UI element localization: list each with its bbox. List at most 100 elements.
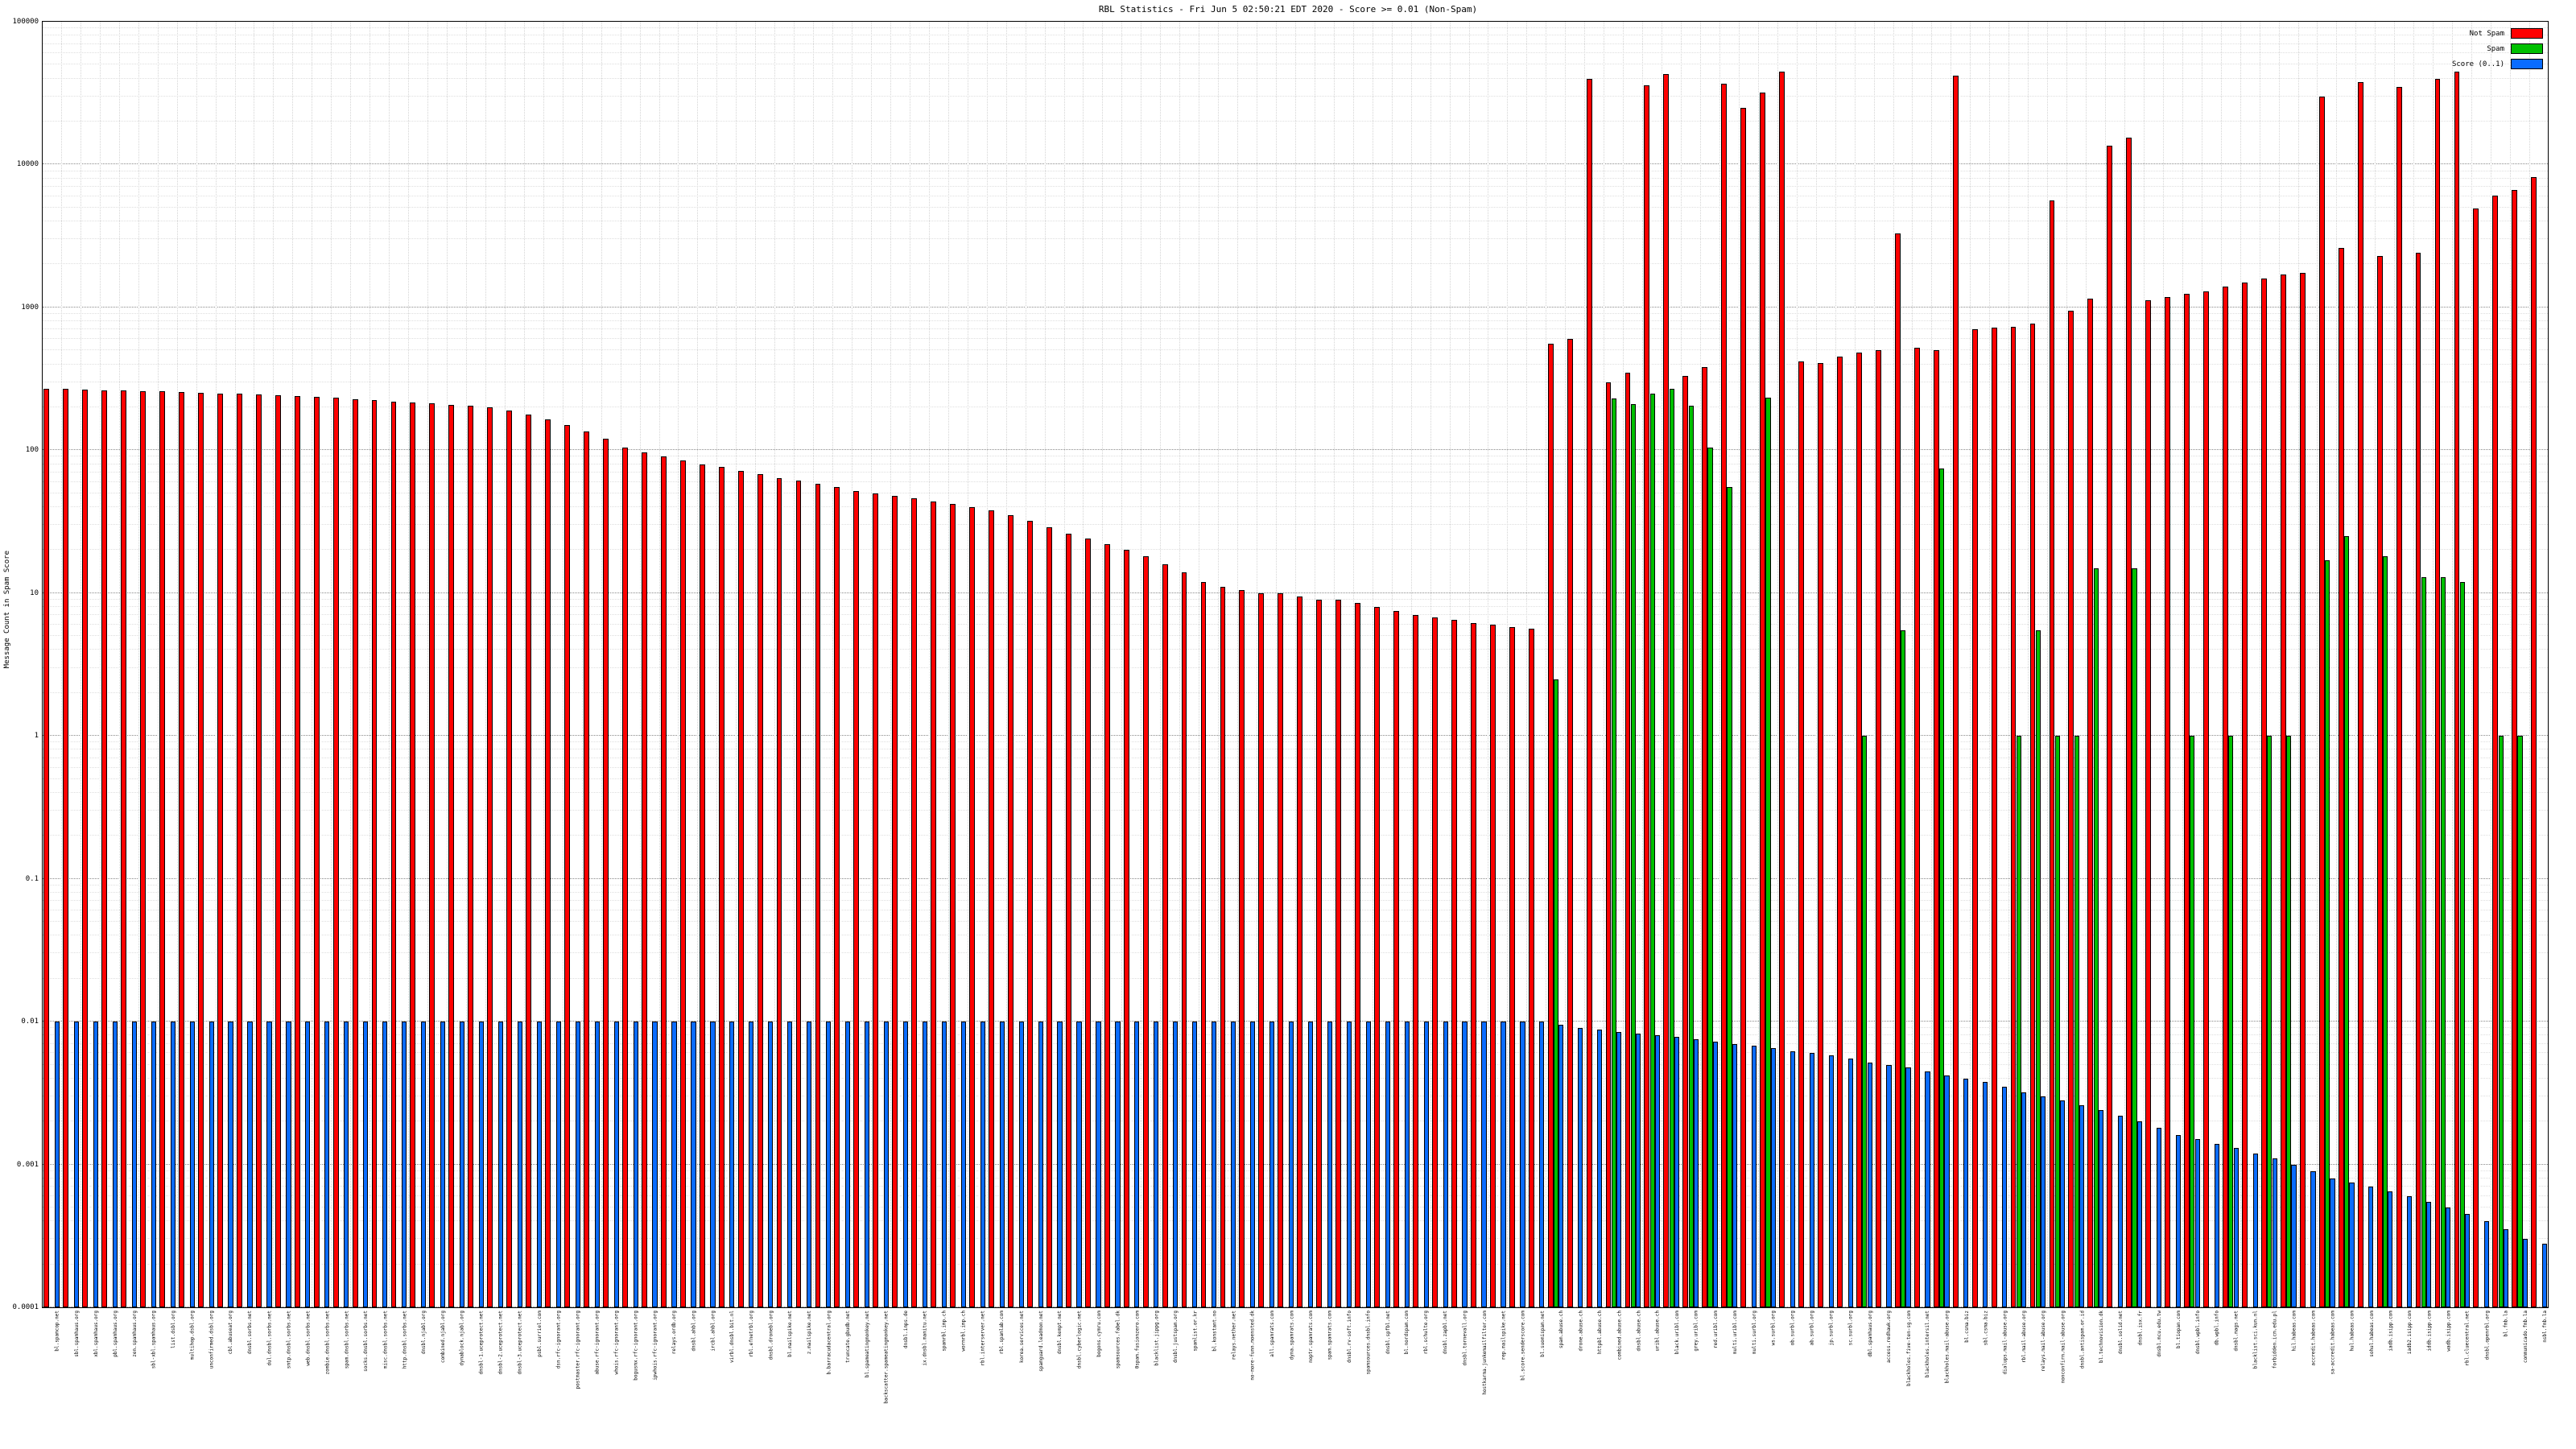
x-tick-label: ipwhois.rfc-ignorant.org xyxy=(652,1311,658,1381)
x-tick-label: korea.services.net xyxy=(1018,1311,1025,1364)
bar-group: dnsbl.mags.net xyxy=(2220,22,2240,1352)
bar-group: bl.score.senderscore.com xyxy=(1507,22,1526,1381)
bar-not-spam xyxy=(1624,372,1631,1307)
bar-group: dul.dnsbl.sorbs.net xyxy=(254,22,273,1366)
bar-group: dnsbl.abuse.ch xyxy=(1623,22,1642,1352)
bar-not-spam xyxy=(1489,625,1496,1307)
bar-score xyxy=(1770,1048,1776,1307)
x-tick-label: wormrbl.imp.ch xyxy=(960,1311,967,1352)
x-tick-label: cbl.abuseat.org xyxy=(228,1311,234,1355)
bar-group: dialups.mail-abuse.org xyxy=(1989,22,2008,1374)
bar-group: dnsbl.spfbl.net xyxy=(1372,22,1392,1354)
bar-group: bl.fmb.la xyxy=(2491,22,2510,1337)
bar-not-spam xyxy=(275,395,281,1307)
bar-score xyxy=(1192,1022,1198,1307)
bar-score xyxy=(2156,1128,2161,1307)
bar-not-spam xyxy=(873,493,879,1307)
bar-not-spam xyxy=(853,490,860,1307)
bar-group: rbl.efnetrbl.org xyxy=(736,22,755,1357)
x-tick-label: iadb2.isipp.com xyxy=(2407,1311,2413,1355)
bar-not-spam xyxy=(2454,71,2460,1307)
bar-group: black.uribl.com xyxy=(1662,22,1681,1354)
bar-score xyxy=(151,1022,156,1307)
bar-group: postmaster.rfc-ignorant.org xyxy=(562,22,582,1389)
bar-group: dnsbl.antispam.or.id xyxy=(2066,22,2086,1368)
x-tick-label: b.barracudacentral.org xyxy=(826,1311,832,1375)
bar-not-spam xyxy=(1200,581,1207,1307)
bar-not-spam xyxy=(2203,291,2209,1307)
bar-not-spam xyxy=(1509,626,1515,1307)
bar-not-spam xyxy=(834,487,840,1307)
bar-score xyxy=(2503,1229,2509,1307)
bar-spam xyxy=(1669,388,1674,1307)
bar-not-spam xyxy=(1586,78,1592,1307)
bar-not-spam xyxy=(1682,376,1689,1307)
bar-group: dnsbl.njabl.org xyxy=(408,22,427,1354)
x-tick-label: black.uribl.com xyxy=(1674,1311,1680,1355)
bar-not-spam xyxy=(1008,515,1013,1307)
bar-score xyxy=(1520,1022,1525,1307)
x-tick-label: bl.fmb.la xyxy=(2503,1311,2509,1337)
bar-score xyxy=(2117,1115,2124,1307)
x-tick-label: dynablock.njabl.org xyxy=(459,1311,465,1366)
bar-group: sohul.habeas.com xyxy=(2355,22,2375,1357)
bar-not-spam xyxy=(1702,367,1708,1307)
bar-group: rep.mailspike.net xyxy=(1488,22,1507,1360)
bar-score xyxy=(1674,1037,1680,1307)
bar-score xyxy=(1616,1031,1622,1307)
bar-spam xyxy=(2035,630,2041,1307)
bar-not-spam xyxy=(1239,590,1245,1307)
legend-swatch xyxy=(2511,43,2543,54)
bar-not-spam xyxy=(2415,253,2421,1307)
bar-group: blackholes.five-ten-sg.com xyxy=(1893,22,1913,1386)
bar-group: multihop.dsbl.org xyxy=(176,22,196,1360)
bar-group: dnsbl.justspam.org xyxy=(1160,22,1179,1363)
bar-group: rbl.cluecentral.net xyxy=(2452,22,2471,1366)
bar-not-spam xyxy=(1779,71,1785,1307)
bar-group: dnsbl.inps.de xyxy=(890,22,910,1348)
bar-score xyxy=(1578,1028,1583,1307)
bar-spam xyxy=(2440,576,2446,1307)
bar-group: ircbl.ahbl.org xyxy=(697,22,716,1352)
x-tick-label: spamsources.fabel.dk xyxy=(1115,1311,1121,1369)
bar-spam xyxy=(1707,447,1713,1307)
x-tick-label: postmaster.rfc-ignorant.org xyxy=(575,1311,581,1389)
legend-swatch xyxy=(2511,59,2543,69)
bar-group: dnsbl.isx.fr xyxy=(2124,22,2144,1345)
bar-score xyxy=(1443,1022,1448,1307)
x-tick-label: blackholes.five-ten-sg.com xyxy=(1905,1311,1912,1386)
x-tick-label: dnsbl.njabl.org xyxy=(421,1311,427,1355)
bar-group: bl.csma.biz xyxy=(1951,22,1970,1343)
legend-label: Spam xyxy=(2487,44,2504,53)
bar-score xyxy=(2388,1191,2393,1307)
bar-score xyxy=(2349,1182,2355,1307)
bar-spam xyxy=(2054,736,2060,1307)
bar-score xyxy=(941,1022,947,1307)
bar-score xyxy=(517,1022,522,1307)
bar-spam xyxy=(2074,736,2079,1307)
bar-spam xyxy=(1938,468,1945,1307)
bar-score xyxy=(2272,1158,2277,1307)
x-tick-label: dnsbl.openrbl.org xyxy=(2484,1311,2491,1360)
bar-not-spam xyxy=(1875,350,1881,1307)
bar-not-spam xyxy=(1026,521,1033,1307)
bar-group: pbl.spamhaus.org xyxy=(99,22,119,1357)
x-tick-label: noptr.spamrats.com xyxy=(1307,1311,1314,1364)
x-tick-label: dnsbl.mags.net xyxy=(2233,1311,2240,1352)
bar-group: dnsbl.sorbs.net xyxy=(234,22,254,1354)
bar-not-spam xyxy=(1335,599,1342,1307)
bar-group: dnsbl.dronebl.org xyxy=(755,22,774,1360)
x-tick-label: dnsbl.inps.de xyxy=(902,1311,909,1348)
bar-score xyxy=(633,1022,638,1307)
bar-group: ws.surbl.org xyxy=(1757,22,1777,1345)
bar-score xyxy=(286,1022,291,1307)
y-tick-label: 0.001 xyxy=(16,1160,39,1169)
bar-not-spam xyxy=(371,400,378,1307)
bar-group: iadb2.isipp.com xyxy=(2394,22,2413,1354)
x-tick-label: communicado.fmb.la xyxy=(2522,1311,2529,1364)
bar-not-spam xyxy=(2473,208,2479,1307)
bar-not-spam xyxy=(2318,96,2325,1307)
bar-score xyxy=(844,1022,851,1307)
bar-not-spam xyxy=(2531,176,2537,1307)
x-tick-label: ircbl.ahbl.org xyxy=(710,1311,716,1352)
